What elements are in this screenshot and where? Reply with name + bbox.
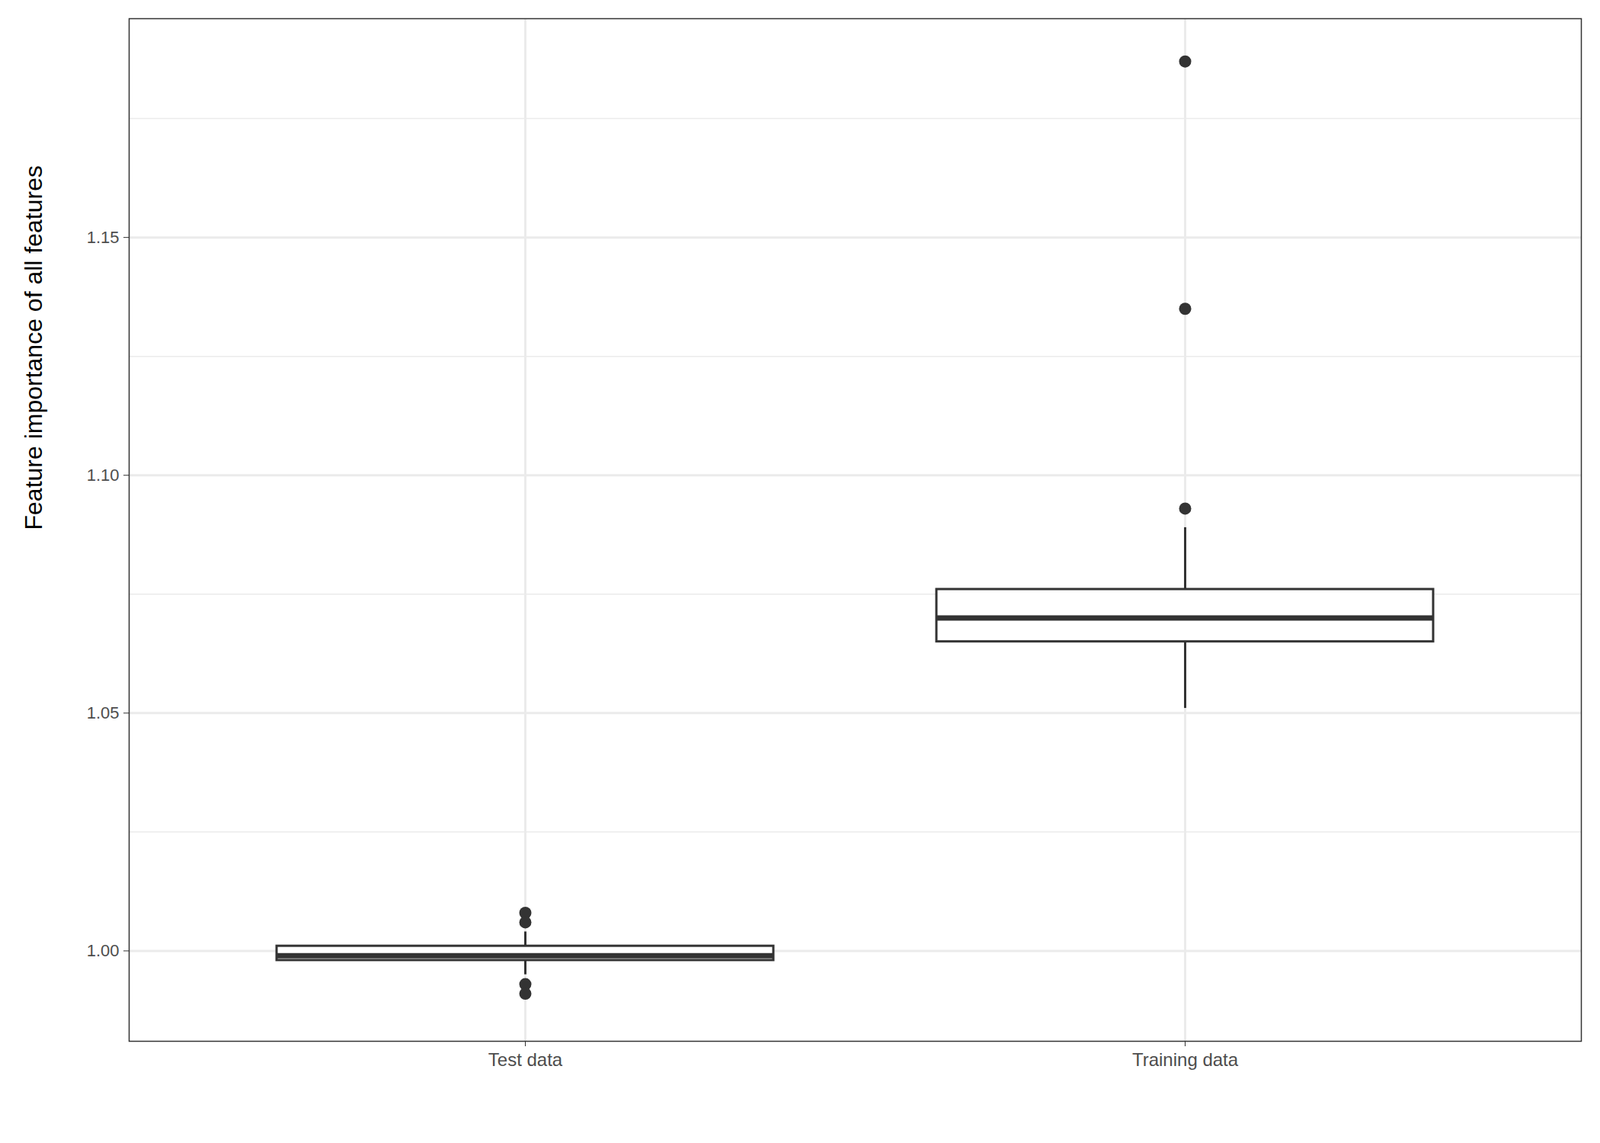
svg-text:1.05: 1.05 [86,703,120,723]
svg-text:1.10: 1.10 [86,465,120,485]
svg-text:Training data: Training data [1132,1049,1239,1070]
svg-text:1.15: 1.15 [86,227,120,247]
svg-text:Feature importance of all feat: Feature importance of all features [19,165,48,530]
svg-text:1.00: 1.00 [86,940,120,960]
svg-text:Test data: Test data [488,1049,564,1070]
